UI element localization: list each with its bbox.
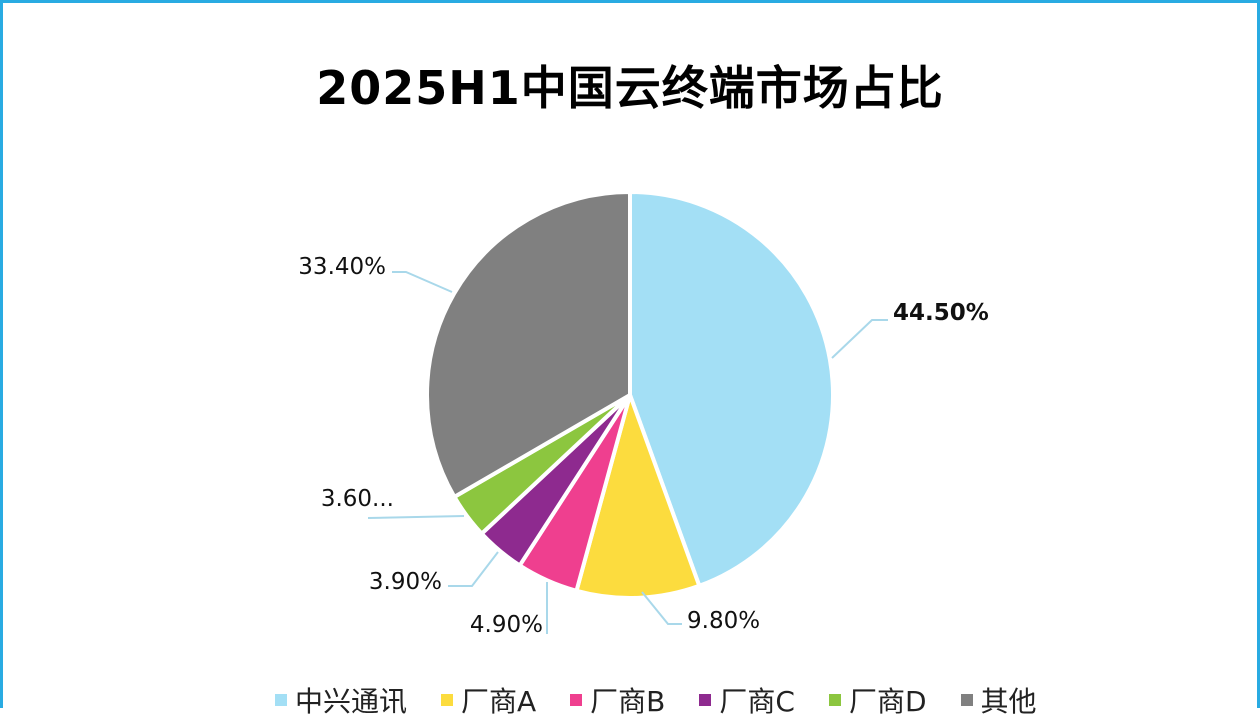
legend-label: 中兴通讯 xyxy=(295,685,408,718)
leader-line xyxy=(392,271,453,293)
legend-label: 厂商A xyxy=(461,685,537,718)
legend-item-vendor-a: 厂商A xyxy=(441,680,536,720)
legend-swatch xyxy=(441,694,454,706)
legend-swatch xyxy=(699,694,712,706)
legend: 中兴通讯 厂商A 厂商B 厂商C 厂商D 其他 xyxy=(275,680,1037,720)
legend-item-vendor-d: 厂商D xyxy=(828,680,927,720)
legend-item-zte: 中兴通讯 xyxy=(275,680,407,720)
legend-label: 厂商C xyxy=(719,685,795,718)
data-label: 44.50% xyxy=(893,300,989,326)
leader-line xyxy=(641,591,682,625)
chart-title: 2025H1中国云终端市场占比 xyxy=(316,61,944,115)
legend-label: 其他 xyxy=(980,685,1037,718)
pie-slice xyxy=(425,190,632,499)
data-label: 33.40% xyxy=(298,254,386,280)
legend-swatch xyxy=(960,694,973,706)
leader-line xyxy=(448,551,499,587)
leader-line xyxy=(367,515,465,519)
legend-label: 厂商B xyxy=(590,685,666,718)
legend-item-others: 其他 xyxy=(960,680,1037,720)
pie-slice xyxy=(628,190,835,588)
legend-swatch xyxy=(570,694,583,706)
legend-label: 厂商D xyxy=(848,685,927,718)
data-labels: 44.50% 9.80% 4.90% 3.90% 3.60... 33.40% xyxy=(298,254,989,638)
data-label: 9.80% xyxy=(687,608,760,634)
legend-swatch xyxy=(828,694,841,706)
leader-line xyxy=(831,319,888,359)
data-label: 3.60... xyxy=(321,486,394,512)
pie-slice xyxy=(574,393,702,600)
legend-item-vendor-b: 厂商B xyxy=(570,680,665,720)
pie-slices xyxy=(425,190,835,600)
data-label: 4.90% xyxy=(470,612,543,638)
data-label: 3.90% xyxy=(369,569,442,595)
legend-item-vendor-c: 厂商C xyxy=(699,680,795,720)
legend-swatch xyxy=(275,694,287,706)
leader-lines xyxy=(367,271,888,634)
